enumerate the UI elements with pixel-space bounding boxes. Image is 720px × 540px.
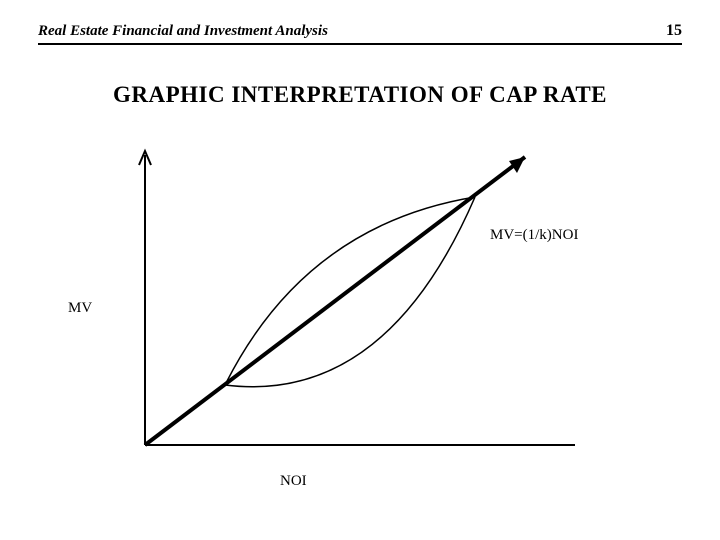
x-axis-label: NOI bbox=[280, 473, 307, 490]
page-header: Real Estate Financial and Investment Ana… bbox=[38, 22, 682, 45]
header-title: Real Estate Financial and Investment Ana… bbox=[38, 23, 328, 40]
main-title: GRAPHIC INTERPRETATION OF CAP RATE bbox=[0, 82, 720, 108]
chart-svg bbox=[105, 145, 595, 475]
cap-rate-chart bbox=[105, 145, 595, 475]
page-number: 15 bbox=[666, 22, 682, 40]
main-line bbox=[145, 157, 525, 445]
y-axis-label: MV bbox=[68, 300, 92, 317]
line-equation-label: MV=(1/k)NOI bbox=[490, 227, 578, 244]
